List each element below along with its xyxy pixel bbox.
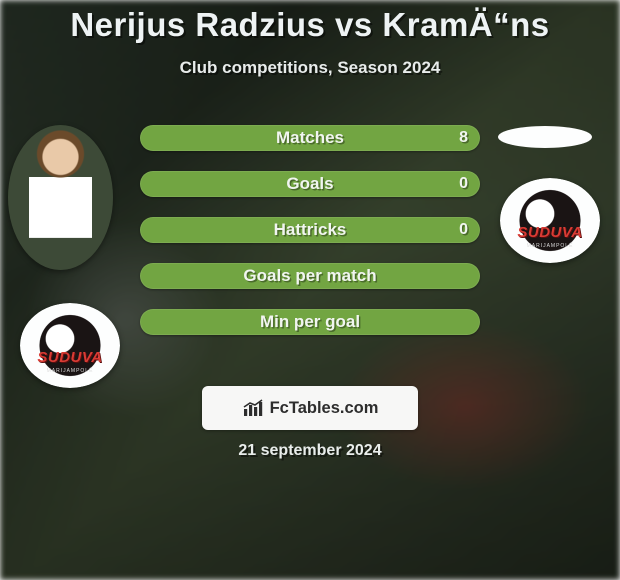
bar-chart-icon bbox=[242, 398, 264, 418]
stat-label: Hattricks bbox=[140, 217, 480, 243]
stat-row-matches: Matches 8 bbox=[140, 125, 480, 151]
player1-avatar bbox=[8, 125, 113, 270]
page-title: Nerijus Radzius vs KramÄ“ns bbox=[0, 0, 620, 44]
stat-label: Min per goal bbox=[140, 309, 480, 335]
player2-avatar bbox=[498, 126, 592, 148]
player1-club-badge bbox=[20, 303, 120, 388]
stat-row-goals: Goals 0 bbox=[140, 171, 480, 197]
stat-right-value: 0 bbox=[459, 171, 468, 197]
stat-right-value: 8 bbox=[459, 125, 468, 151]
stat-label: Goals per match bbox=[140, 263, 480, 289]
stat-row-hattricks: Hattricks 0 bbox=[140, 217, 480, 243]
player-silhouette bbox=[8, 125, 113, 270]
stat-row-goals-per-match: Goals per match bbox=[140, 263, 480, 289]
stat-row-min-per-goal: Min per goal bbox=[140, 309, 480, 335]
stat-right-value: 0 bbox=[459, 217, 468, 243]
snapshot-date: 21 september 2024 bbox=[0, 442, 620, 460]
brand-card[interactable]: FcTables.com bbox=[202, 386, 418, 430]
club-logo bbox=[20, 303, 120, 388]
club-logo bbox=[500, 178, 600, 263]
stat-label: Goals bbox=[140, 171, 480, 197]
subtitle: Club competitions, Season 2024 bbox=[0, 58, 620, 78]
player2-club-badge bbox=[500, 178, 600, 263]
comparison-card: Nerijus Radzius vs KramÄ“ns Club competi… bbox=[0, 0, 620, 580]
brand-name: FcTables.com bbox=[270, 399, 379, 418]
stats-list: Matches 8 Goals 0 Hattricks 0 Goals per … bbox=[140, 125, 480, 355]
stat-label: Matches bbox=[140, 125, 480, 151]
